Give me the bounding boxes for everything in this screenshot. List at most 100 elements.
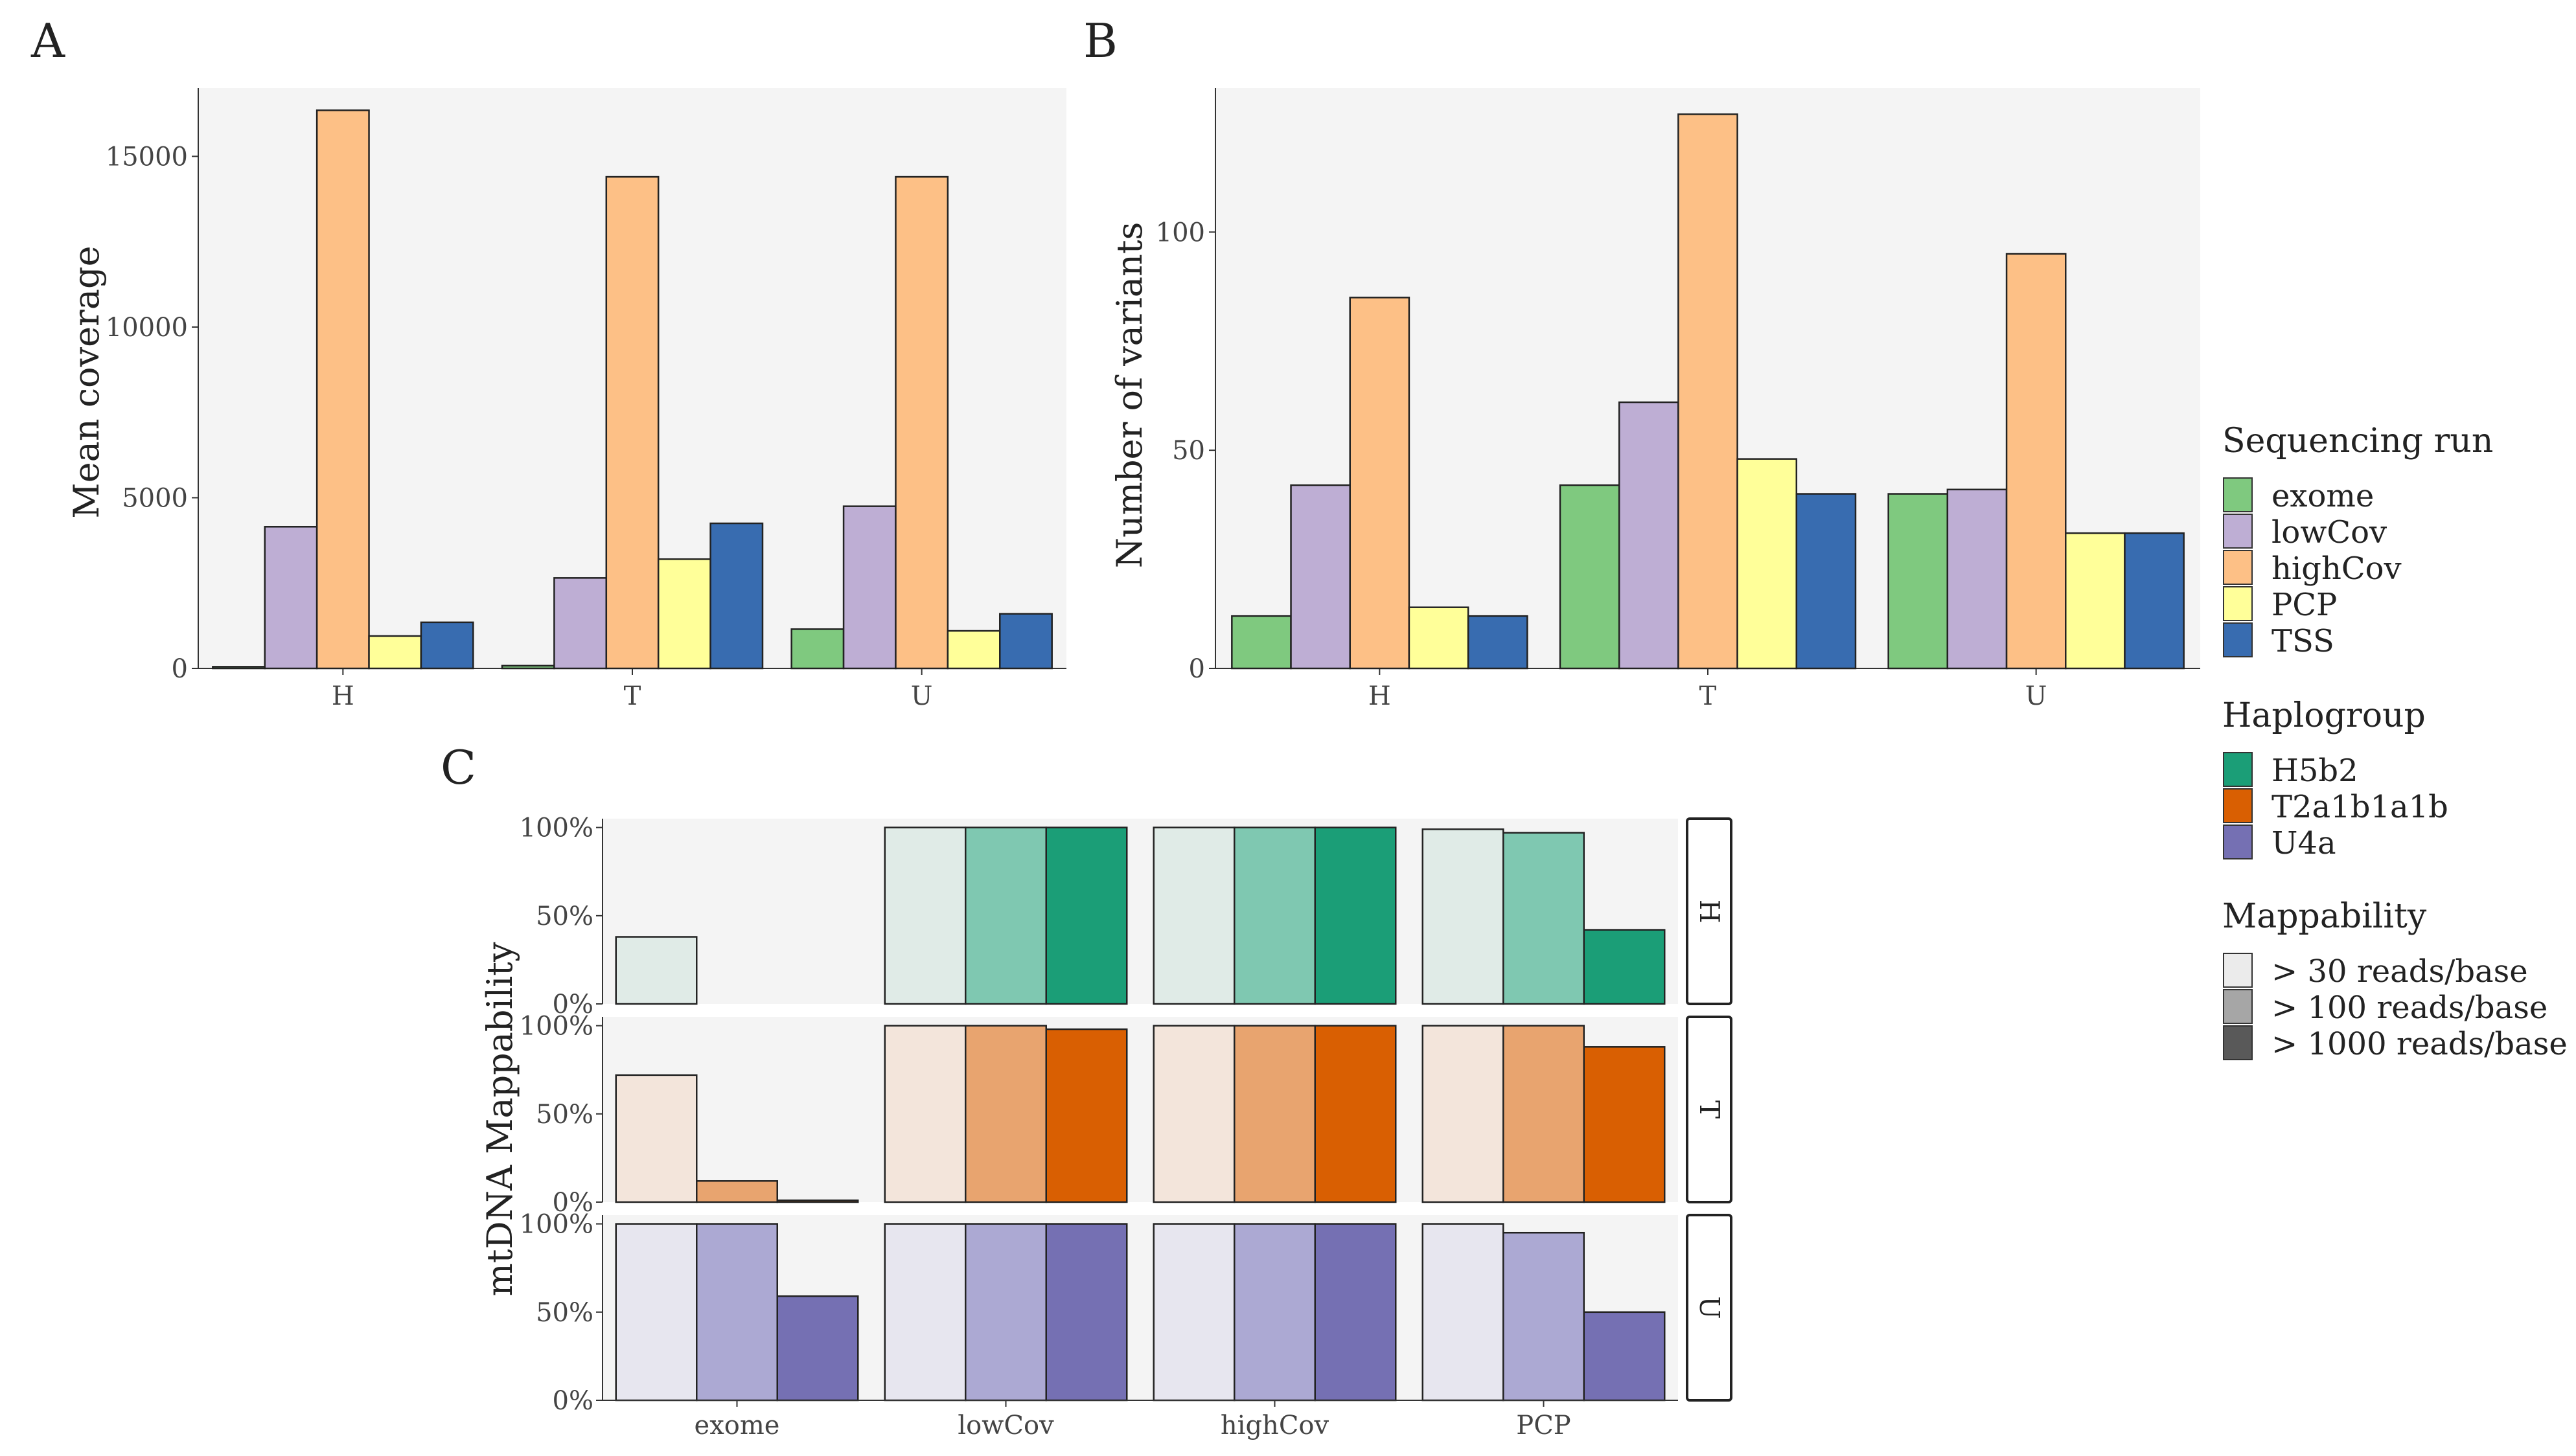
panel-a-bar-highCov-H — [316, 109, 370, 670]
panel-b-y-tick-label: 50 — [1172, 436, 1205, 466]
panel-c-bar-U-PCP-1 — [1502, 1231, 1585, 1402]
panel-c-bar-T-PCP-0 — [1421, 1025, 1504, 1203]
panel-a-x-tick-label: U — [911, 681, 933, 711]
panel-c-bar-H-lowCov-2 — [1045, 826, 1128, 1005]
panel-a-bar-lowCov-T — [553, 577, 608, 670]
legend-label-lowcov: lowCov — [2271, 514, 2387, 551]
panel-c-strip-H — [1686, 817, 1732, 1005]
panel-a-bar-TSS-H — [420, 621, 474, 670]
panel-b-bar-PCP-T — [1736, 458, 1798, 670]
panel-c-bar-T-PCP-2 — [1583, 1046, 1666, 1203]
legend-key-pcp — [2223, 586, 2253, 621]
panel-b-bar-PCP-H — [1408, 606, 1469, 670]
panel-a-y-axis-title: Mean coverage — [66, 245, 107, 518]
panel-c-bar-U-exome-0 — [615, 1223, 698, 1402]
panel-a-y-tick-label: 15000 — [106, 142, 188, 172]
panel-c-x-tick-label: lowCov — [958, 1411, 1054, 1440]
panel-c-bar-U-exome-2 — [776, 1295, 859, 1402]
panel-a-bar-highCov-T — [605, 176, 660, 670]
panel-c-bar-U-highCov-1 — [1234, 1223, 1316, 1402]
panel-c-y-tick-label: 0% — [553, 1386, 593, 1416]
panel-b-bar-highCov-T — [1677, 113, 1738, 670]
legend-mappability-title: Mappability — [2222, 897, 2427, 936]
legend-haplogroup: Haplogroup H5b2 T2a1b1a1b U4a — [2222, 696, 2448, 861]
legend-label-100-reads: > 100 reads/base — [2271, 990, 2547, 1026]
panel-c-y-tick-label: 50% — [536, 1100, 593, 1130]
legend-label-1000-reads: > 1000 reads/base — [2271, 1026, 2568, 1062]
panel-c-bar-U-PCP-0 — [1421, 1223, 1504, 1402]
panel-b-bar-highCov-U — [2005, 253, 2067, 670]
panel-b-bar-exome-T — [1559, 484, 1620, 670]
panel-a-bar-highCov-U — [895, 176, 949, 670]
panel-a-bar-TSS-T — [709, 522, 764, 670]
panel-c-bar-T-exome-1 — [696, 1180, 778, 1203]
panel-c-bar-H-highCov-0 — [1153, 826, 1236, 1005]
legend-key-100-reads — [2223, 989, 2253, 1024]
panel-a-bar-lowCov-U — [842, 505, 897, 670]
panel-c-bar-H-highCov-1 — [1234, 826, 1316, 1005]
panel-c-bar-U-highCov-0 — [1153, 1223, 1236, 1402]
legend-label-30-reads: > 30 reads/base — [2271, 953, 2528, 990]
legend-key-30-reads — [2223, 953, 2253, 988]
legend-sequencing-run: Sequencing run exome lowCov highCov PCP … — [2222, 422, 2493, 659]
panel-c-strip-label-U: U — [1694, 1296, 1725, 1319]
panel-c-y-tick-label: 50% — [536, 1298, 593, 1328]
panel-b-y-tick-label: 0 — [1189, 654, 1205, 684]
panel-c-strip-T — [1686, 1016, 1732, 1203]
panel-b-bar-highCov-H — [1349, 297, 1410, 670]
panel-a-x-tick-label: T — [624, 681, 641, 711]
legend-label-t2a1b1a1b: T2a1b1a1b — [2271, 789, 2448, 825]
panel-a-bar-exome-H — [212, 666, 266, 670]
panel-c-x-tick-label: PCP — [1516, 1411, 1570, 1440]
panel-b-y-tick-label: 100 — [1156, 218, 1205, 247]
panel-c-bar-T-highCov-0 — [1153, 1025, 1236, 1203]
panel-c-strip-U — [1686, 1214, 1732, 1402]
panel-b-x-tick-label: U — [2025, 681, 2047, 711]
panel-c-y-tick-label: 0% — [553, 1188, 593, 1218]
panel-a-bar-PCP-H — [368, 635, 422, 670]
panel-b-chart: 0 50 100 H T U — [1156, 88, 2200, 711]
legend-label-highcov: highCov — [2271, 551, 2402, 587]
panel-c-bar-T-lowCov-0 — [884, 1025, 967, 1203]
panel-c-bar-T-lowCov-2 — [1045, 1028, 1128, 1203]
panel-c-bar-T-exome-0 — [615, 1074, 698, 1203]
panel-b-bar-TSS-U — [2124, 532, 2185, 670]
legend-haplogroup-title: Haplogroup — [2222, 696, 2426, 735]
panel-c-bar-U-lowCov-1 — [965, 1223, 1047, 1402]
panel-c-bar-U-lowCov-0 — [884, 1223, 967, 1402]
legend-label-u4a: U4a — [2271, 825, 2336, 861]
legend-key-u4a — [2223, 825, 2253, 859]
panel-c-y-tick-label: 100% — [520, 813, 593, 843]
legend-label-tss: TSS — [2271, 623, 2334, 659]
legend-key-1000-reads — [2223, 1025, 2253, 1060]
panel-c-bar-H-PCP-0 — [1421, 828, 1504, 1005]
panel-b-bar-lowCov-H — [1290, 484, 1351, 670]
panel-c-bar-H-lowCov-0 — [884, 826, 967, 1005]
panel-a-bar-PCP-U — [947, 630, 1001, 670]
panel-b-bar-lowCov-U — [1946, 488, 2008, 670]
panel-label-c: C — [441, 740, 476, 795]
panel-c-y-tick-label: 50% — [536, 902, 593, 931]
panel-c-bar-T-exome-2 — [776, 1200, 859, 1203]
panel-b-bar-exome-H — [1231, 615, 1292, 670]
panel-c-x-tick-label: exome — [695, 1411, 780, 1440]
panel-a-bar-PCP-T — [657, 558, 711, 670]
legend-label-exome: exome — [2271, 478, 2374, 514]
panel-b-bar-TSS-H — [1467, 615, 1528, 670]
panel-c-bar-T-highCov-1 — [1234, 1025, 1316, 1203]
panel-c-bar-H-lowCov-1 — [965, 826, 1047, 1005]
panel-c-bar-U-PCP-2 — [1583, 1311, 1666, 1402]
panel-b-x-tick-label: T — [1699, 681, 1717, 711]
panel-c-y-axis-title: mtDNA Mappability — [479, 942, 520, 1297]
panel-a-bar-lowCov-H — [264, 526, 318, 670]
panel-c-y-tick-label: 100% — [520, 1210, 593, 1240]
panel-c-bar-H-PCP-2 — [1583, 929, 1666, 1005]
panel-c-bar-T-lowCov-1 — [965, 1025, 1047, 1203]
panel-c-bar-T-highCov-2 — [1314, 1025, 1397, 1203]
panel-b-bar-TSS-T — [1795, 493, 1857, 670]
legend-key-exome — [2223, 477, 2253, 512]
panel-b-y-axis-title: Number of variants — [1109, 222, 1150, 569]
legend-label-h5b2: H5b2 — [2271, 753, 2358, 789]
panel-a-chart: 0 5000 10000 15000 H T U — [106, 88, 1066, 711]
